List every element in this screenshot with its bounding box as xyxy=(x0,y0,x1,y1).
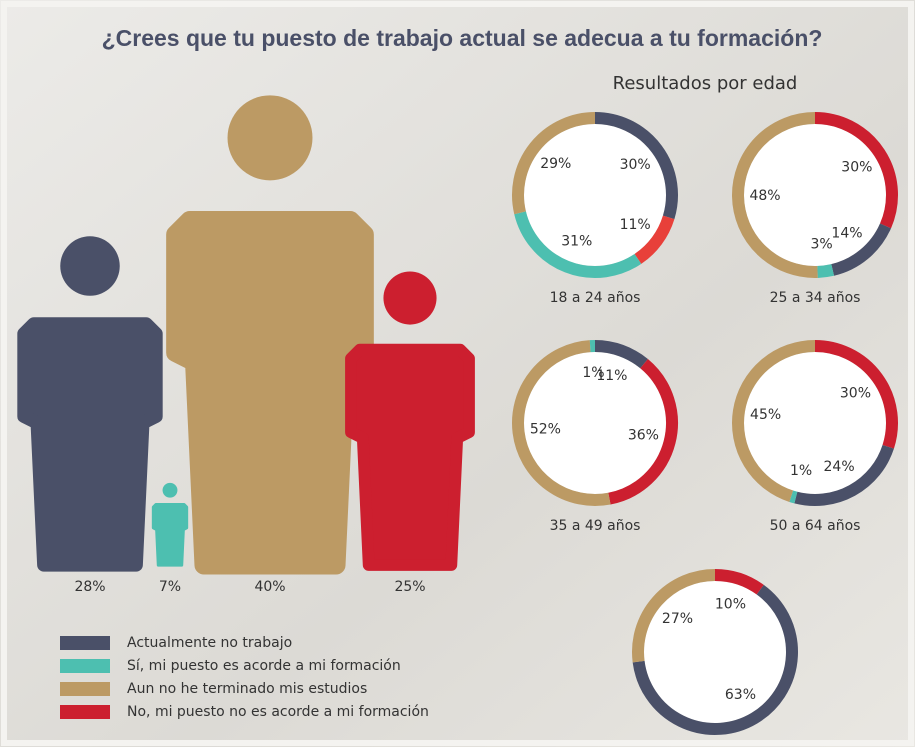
person-body xyxy=(151,503,189,567)
value-label: 7% xyxy=(159,579,181,595)
person-head xyxy=(227,95,313,181)
person-body xyxy=(166,211,374,575)
legend-swatch xyxy=(60,659,110,673)
donut-segment xyxy=(512,112,596,215)
value-label: 1% xyxy=(582,365,604,381)
donut-segment xyxy=(732,340,816,502)
legend-swatch xyxy=(60,636,110,650)
value-label: 48% xyxy=(749,188,780,204)
value-label: 52% xyxy=(530,421,561,437)
legend-label: Actualmente no trabajo xyxy=(127,635,292,651)
value-label: 63% xyxy=(725,687,756,703)
legend-label: No, mi puesto no es acorde a mi formació… xyxy=(127,704,429,720)
value-label: 31% xyxy=(561,234,592,250)
person-body xyxy=(17,317,163,572)
person xyxy=(345,271,475,571)
person xyxy=(17,236,163,572)
person xyxy=(151,482,189,567)
donut-segment xyxy=(794,444,894,506)
donut-segment xyxy=(512,340,611,506)
donut-hole xyxy=(644,581,786,723)
value-label: 11% xyxy=(620,217,651,233)
subtitle: Resultados por edad xyxy=(613,73,798,94)
value-label: 29% xyxy=(540,156,571,172)
donut-hole xyxy=(524,124,666,266)
donut-hole xyxy=(524,352,666,494)
legend-label: Aun no he terminado mis estudios xyxy=(127,681,367,697)
value-label: 40% xyxy=(254,579,285,595)
donut-segment xyxy=(714,569,764,595)
person-head xyxy=(60,236,120,296)
value-label: 10% xyxy=(715,596,746,612)
value-label: 24% xyxy=(824,459,855,475)
legend-swatch xyxy=(60,682,110,696)
donut-title: 18 a 24 años xyxy=(550,290,641,306)
person-head xyxy=(162,482,178,498)
donut-segment xyxy=(632,569,716,663)
donut-segment xyxy=(817,264,835,278)
person-body xyxy=(345,343,475,571)
donut-title: 25 a 34 años xyxy=(770,290,861,306)
legend-swatch xyxy=(60,705,110,719)
value-label: 27% xyxy=(662,611,693,627)
legend-label: Sí, mi puesto es acorde a mi formación xyxy=(127,658,401,674)
value-label: 3% xyxy=(810,237,832,253)
value-label: 30% xyxy=(841,160,872,176)
value-label: 45% xyxy=(750,407,781,423)
person xyxy=(166,95,374,575)
value-label: 11% xyxy=(596,368,627,384)
person-head xyxy=(383,271,437,325)
value-label: 28% xyxy=(74,579,105,595)
donut-segment xyxy=(814,112,898,229)
value-label: 30% xyxy=(620,157,651,173)
value-label: 25% xyxy=(394,579,425,595)
donut-hole xyxy=(744,352,886,494)
value-label: 36% xyxy=(628,427,659,443)
donut-title: 50 a 64 años xyxy=(770,518,861,534)
value-label: 30% xyxy=(840,386,871,402)
donut-segment xyxy=(732,112,818,278)
value-label: 1% xyxy=(790,463,812,479)
donut-segment xyxy=(831,223,892,276)
donut-segment xyxy=(789,490,798,504)
donut-hole xyxy=(744,124,886,266)
donut-segment xyxy=(632,584,798,735)
donut-title: 35 a 49 años xyxy=(550,518,641,534)
donut-segment xyxy=(594,340,648,369)
donut-segment xyxy=(594,112,678,220)
donut-segment xyxy=(608,359,678,505)
donut-segment xyxy=(814,340,898,449)
donut-segment xyxy=(514,211,642,278)
value-label: 14% xyxy=(831,225,862,241)
donut-segment xyxy=(634,215,675,264)
title: ¿Crees que tu puesto de trabajo actual s… xyxy=(102,25,823,51)
